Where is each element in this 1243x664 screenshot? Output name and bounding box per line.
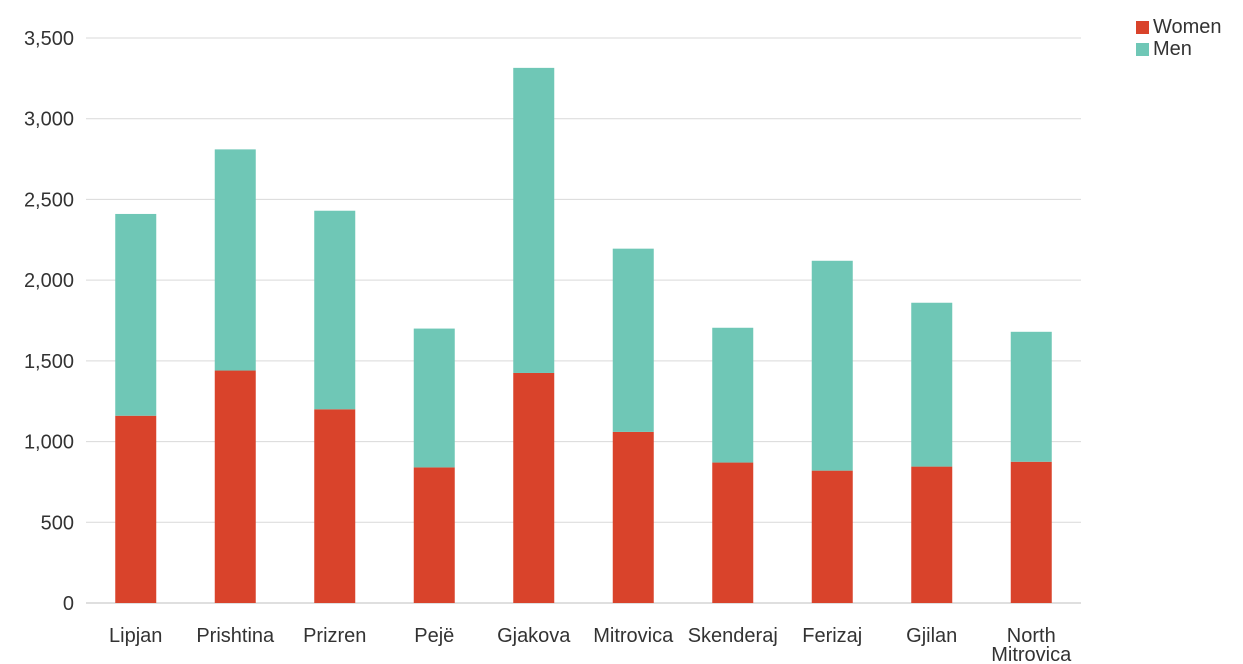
bar-women (115, 415, 157, 603)
legend: Women Men (1136, 16, 1222, 60)
bar-women (513, 372, 555, 603)
y-tick-label: 3,500 (24, 28, 74, 50)
legend-item-women: Women (1136, 16, 1222, 38)
bar-women (314, 409, 356, 603)
y-axis-tick-labels: 0 500 1,000 1,500 2,000 2,500 3,000 3,500 (24, 28, 74, 615)
x-category-label: Lipjan (109, 625, 162, 647)
bar-women (911, 466, 953, 603)
y-tick-label: 500 (41, 512, 74, 534)
bar-women (712, 462, 754, 603)
bar-men (413, 328, 455, 468)
x-category-label: Prizren (303, 625, 366, 647)
y-tick-label: 1,500 (24, 351, 74, 373)
bar-women (612, 431, 654, 603)
y-tick-label: 2,000 (24, 270, 74, 292)
bar-men (811, 260, 853, 471)
bar-women (413, 467, 455, 603)
bars (115, 67, 1052, 603)
y-tick-label: 2,500 (24, 189, 74, 211)
x-category-label: Prishtina (196, 625, 275, 647)
bar-men (314, 210, 356, 410)
x-category-label: Pejë (414, 625, 454, 647)
bar-men (214, 149, 256, 371)
x-category-label: North (1007, 625, 1056, 647)
legend-label-men: Men (1153, 38, 1192, 60)
legend-item-men: Men (1136, 38, 1222, 60)
bar-men (513, 67, 555, 373)
bar-women (1010, 461, 1052, 603)
y-tick-label: 0 (63, 593, 74, 615)
bar-men (1010, 331, 1052, 462)
x-category-label: Mitrovica (593, 625, 674, 647)
bar-women (811, 470, 853, 603)
x-axis-category-labels: Lipjan Prishtina Prizren Pejë Gjakova Mitrovi… (109, 625, 1072, 664)
x-category-label: Gjakova (497, 625, 571, 647)
x-category-label: Mitrovica (991, 644, 1072, 664)
x-category-label: Ferizaj (802, 625, 862, 647)
x-category-label: Skenderaj (688, 625, 778, 647)
bar-men (115, 213, 157, 416)
bar-women (214, 370, 256, 603)
bar-men (712, 327, 754, 463)
bar-men (612, 248, 654, 432)
legend-swatch-women (1136, 20, 1149, 34)
y-tick-label: 1,000 (24, 432, 74, 454)
bar-men (911, 302, 953, 467)
y-tick-label: 3,000 (24, 109, 74, 131)
legend-swatch-men (1136, 42, 1149, 56)
x-category-label: Gjilan (906, 625, 957, 647)
legend-label-women: Women (1153, 16, 1222, 38)
